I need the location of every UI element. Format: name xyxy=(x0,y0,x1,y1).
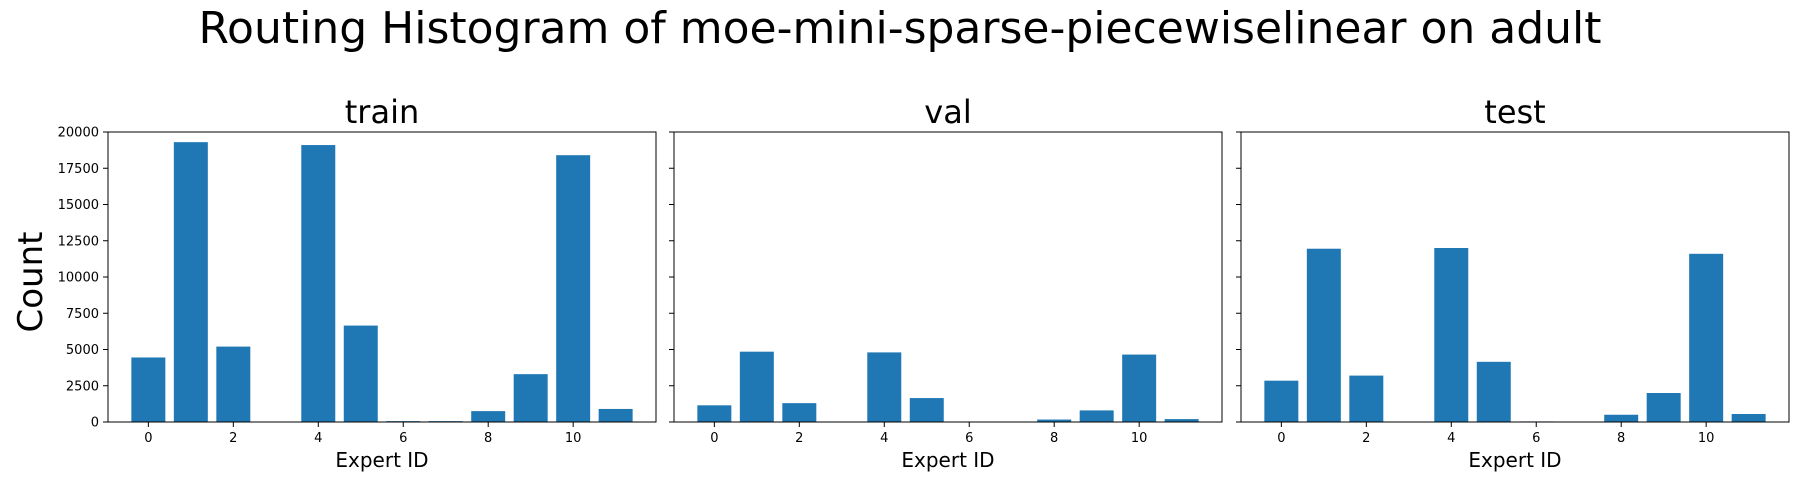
y-tick-label: 2500 xyxy=(66,379,99,394)
bar-train-expert-1 xyxy=(173,142,208,422)
bar-train-expert-2 xyxy=(216,346,251,422)
x-tick-label: 8 xyxy=(1050,431,1058,446)
bar-val-expert-8 xyxy=(1037,419,1072,422)
bar-test-expert-1 xyxy=(1306,248,1341,422)
panel-train: 0 2 4 6 8 10 0 2500 5000 7500 10000 12500 15000 17500… xyxy=(58,93,657,472)
subplot-title-train: train xyxy=(345,93,419,131)
bar-val-expert-0 xyxy=(697,405,732,422)
bar-test-expert-11 xyxy=(1731,414,1766,422)
x-tick-label: 4 xyxy=(880,431,888,446)
y-tick-label: 10000 xyxy=(58,271,99,286)
x-tick-label: 8 xyxy=(1617,431,1625,446)
bar-train-expert-8 xyxy=(471,411,506,423)
x-axis-label-test: Expert ID xyxy=(1468,448,1561,472)
x-tick-label: 10 xyxy=(1131,431,1148,446)
bar-val-expert-2 xyxy=(782,403,817,422)
x-tick-label: 2 xyxy=(229,431,237,446)
y-tick-label: 12500 xyxy=(58,234,99,249)
bar-test-expert-9 xyxy=(1646,393,1681,422)
bar-train-expert-11 xyxy=(598,408,633,422)
y-tick-label: 0 xyxy=(91,416,99,431)
bar-train-expert-9 xyxy=(513,374,548,422)
y-tick-label: 7500 xyxy=(66,307,99,322)
chart-panels: 0 2 4 6 8 10 0 2500 5000 7500 10000 12500 15000 17500… xyxy=(58,93,1790,472)
x-tick-label: 6 xyxy=(965,431,973,446)
bar-test-expert-4 xyxy=(1434,248,1469,422)
x-tick-label: 4 xyxy=(314,431,322,446)
x-axis-label-val: Expert ID xyxy=(901,448,994,472)
x-tick-label: 4 xyxy=(1447,431,1455,446)
bar-test-expert-2 xyxy=(1349,375,1384,422)
y-tick-label: 20000 xyxy=(58,126,99,141)
x-tick-label: 2 xyxy=(795,431,803,446)
x-tick-label: 0 xyxy=(710,431,718,446)
y-tick-label: 17500 xyxy=(58,162,99,177)
bar-val-expert-4 xyxy=(867,352,902,422)
bar-train-expert-0 xyxy=(131,357,166,422)
bar-val-expert-9 xyxy=(1079,410,1114,422)
x-tick-label: 2 xyxy=(1362,431,1370,446)
y-tick-label: 15000 xyxy=(58,198,99,213)
bar-val-expert-5 xyxy=(909,398,944,422)
bar-val-expert-11 xyxy=(1164,419,1199,422)
bar-test-expert-5 xyxy=(1476,361,1511,422)
bar-test-expert-8 xyxy=(1604,414,1639,422)
subplot-title-test: test xyxy=(1484,93,1545,131)
x-tick-label: 0 xyxy=(1277,431,1285,446)
x-axis-label-train: Expert ID xyxy=(335,448,428,472)
panel-val: 0 2 4 6 8 10 val Expert ID xyxy=(669,93,1223,472)
panel-test: 0 2 4 6 8 10 test Expert ID xyxy=(1236,93,1790,472)
x-tick-label: 6 xyxy=(399,431,407,446)
bar-val-expert-10 xyxy=(1122,354,1157,422)
figure-title: Routing Histogram of moe-mini-sparse-pie… xyxy=(198,3,1601,54)
bar-train-expert-4 xyxy=(301,145,336,423)
x-tick-label: 0 xyxy=(144,431,152,446)
bar-val-expert-1 xyxy=(739,351,774,422)
y-axis-label: Count xyxy=(11,232,51,333)
bar-test-expert-10 xyxy=(1689,253,1724,422)
x-tick-label: 10 xyxy=(1698,431,1715,446)
bar-test-expert-0 xyxy=(1264,380,1299,422)
bar-train-expert-10 xyxy=(556,155,591,422)
y-tick-label: 5000 xyxy=(66,343,99,358)
bar-train-expert-5 xyxy=(343,325,378,422)
x-tick-label: 10 xyxy=(565,431,582,446)
x-tick-label: 6 xyxy=(1532,431,1540,446)
subplot-title-val: val xyxy=(924,93,971,131)
x-tick-label: 8 xyxy=(484,431,492,446)
